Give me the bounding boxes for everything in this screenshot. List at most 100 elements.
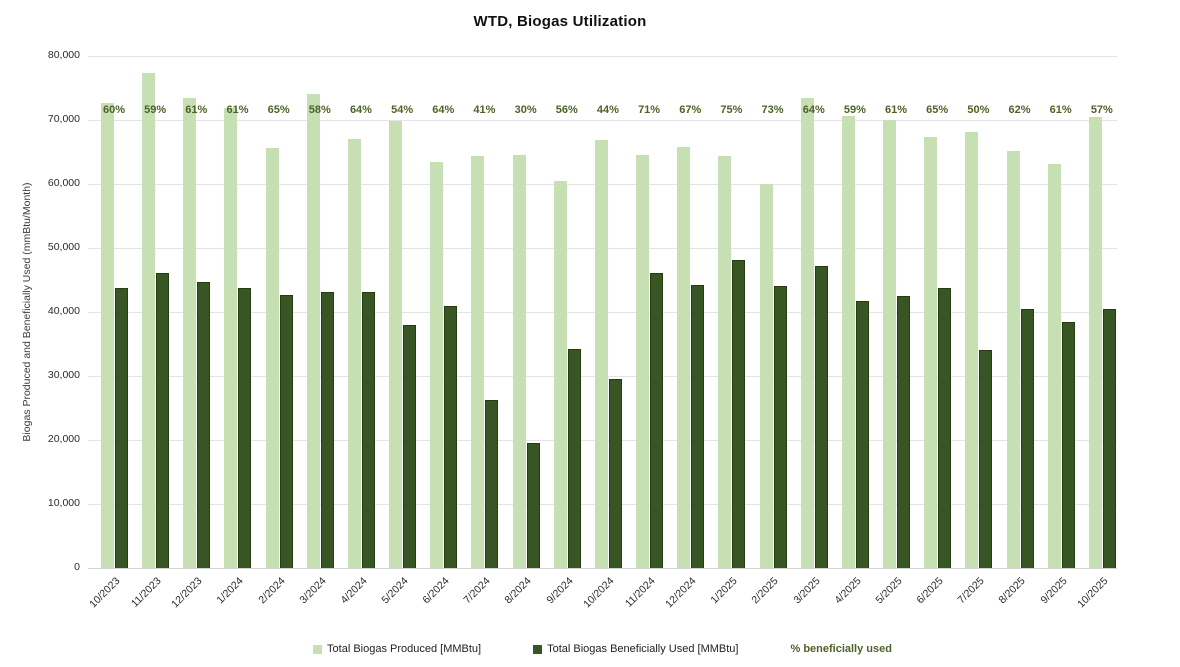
bar-produced-9/2024[interactable] <box>553 181 567 568</box>
bar-used-10/2024[interactable] <box>608 379 622 568</box>
bar-used-7/2024[interactable] <box>485 400 499 568</box>
percent-label-6/2025: 65% <box>926 104 949 116</box>
gridline <box>88 56 1117 57</box>
percent-label-7/2024: 41% <box>473 104 496 116</box>
bar-produced-7/2025[interactable] <box>965 132 979 568</box>
percent-label-1/2025: 75% <box>720 104 743 116</box>
percent-label-10/2024: 44% <box>596 104 619 116</box>
bar-used-12/2023[interactable] <box>197 282 211 568</box>
legend-item-produced[interactable]: Total Biogas Produced [MMBtu] <box>313 643 481 655</box>
bar-produced-10/2024[interactable] <box>594 140 608 568</box>
legend-item-percent[interactable]: % beneficially used <box>790 643 891 655</box>
bar-produced-3/2024[interactable] <box>306 94 320 568</box>
x-axis-label-12/2023: 12/2023 <box>169 575 205 611</box>
bar-produced-8/2024[interactable] <box>512 155 526 568</box>
bar-group-2/2024: 65% 2/2024 <box>253 56 294 606</box>
bar-used-5/2024[interactable] <box>403 325 417 568</box>
bar-group-4/2025: 59% 4/2025 <box>829 56 870 606</box>
legend: Total Biogas Produced [MMBtu] Total Biog… <box>88 643 1117 655</box>
bar-group-8/2025: 62% 8/2025 <box>994 56 1035 606</box>
bar-used-2/2024[interactable] <box>279 295 293 568</box>
x-axis-label-8/2024: 8/2024 <box>502 575 535 607</box>
bar-group-11/2023: 59% 11/2023 <box>129 56 170 610</box>
percent-label-10/2025: 57% <box>1090 104 1113 116</box>
bar-used-9/2024[interactable] <box>567 349 581 568</box>
percent-label-5/2025: 61% <box>885 104 908 116</box>
x-axis-label-12/2024: 12/2024 <box>663 575 699 611</box>
bar-produced-1/2024[interactable] <box>224 108 238 568</box>
bar-used-5/2025[interactable] <box>897 296 911 568</box>
bar-group-9/2025: 61% 9/2025 <box>1035 56 1076 606</box>
x-axis-label-10/2025: 10/2025 <box>1074 575 1111 611</box>
bar-used-11/2023[interactable] <box>156 273 170 568</box>
bar-group-10/2025: 57% 10/2025 <box>1075 56 1117 610</box>
bar-group-1/2024: 61% 1/2024 <box>211 56 252 606</box>
bar-used-2/2025[interactable] <box>773 286 787 568</box>
bar-group-6/2025: 65% 6/2025 <box>911 56 952 606</box>
bar-produced-12/2024[interactable] <box>677 147 691 568</box>
x-axis-label-10/2023: 10/2023 <box>87 575 123 611</box>
bar-group-7/2025: 50% 7/2025 <box>952 56 993 606</box>
bar-produced-10/2023[interactable] <box>101 103 114 568</box>
bar-produced-12/2023[interactable] <box>183 98 197 568</box>
bar-produced-5/2025[interactable] <box>883 120 897 568</box>
bar-group-7/2024: 41% 7/2024 <box>458 56 499 606</box>
x-axis-label-11/2024: 11/2024 <box>622 575 658 610</box>
bar-produced-4/2025[interactable] <box>841 116 855 568</box>
percent-label-2/2025: 73% <box>761 104 784 116</box>
bar-used-4/2024[interactable] <box>361 292 375 568</box>
bar-produced-2/2025[interactable] <box>759 184 773 568</box>
bar-group-5/2024: 54% 5/2024 <box>376 56 417 606</box>
bar-produced-11/2023[interactable] <box>142 73 156 568</box>
legend-item-used[interactable]: Total Biogas Beneficially Used [MMBtu] <box>533 643 738 655</box>
bar-used-3/2024[interactable] <box>320 292 334 568</box>
bar-used-11/2024[interactable] <box>650 273 664 568</box>
y-tick-label: 60,000 <box>47 177 80 189</box>
bar-produced-8/2025[interactable] <box>1006 151 1020 568</box>
bar-produced-2/2024[interactable] <box>265 148 279 568</box>
x-axis-label-1/2025: 1/2025 <box>708 575 740 607</box>
x-axis-label-3/2024: 3/2024 <box>297 575 329 607</box>
bar-used-8/2024[interactable] <box>526 443 540 568</box>
bar-used-10/2025[interactable] <box>1102 309 1116 568</box>
bar-produced-9/2025[interactable] <box>1047 164 1061 568</box>
bar-used-1/2024[interactable] <box>238 288 252 568</box>
bar-group-11/2024: 71% 11/2024 <box>623 56 664 610</box>
bar-group-10/2024: 44% 10/2024 <box>581 56 623 610</box>
percent-label-6/2024: 64% <box>432 104 455 116</box>
bar-produced-6/2025[interactable] <box>924 137 938 568</box>
bar-used-3/2025[interactable] <box>814 266 828 568</box>
bar-used-6/2024[interactable] <box>444 306 458 568</box>
percent-label-9/2024: 56% <box>555 104 578 116</box>
bar-produced-6/2024[interactable] <box>430 162 444 568</box>
bar-group-9/2024: 56% 9/2024 <box>541 56 582 606</box>
x-axis-label-3/2025: 3/2025 <box>791 575 823 607</box>
bar-used-8/2025[interactable] <box>1020 309 1034 568</box>
bar-produced-3/2025[interactable] <box>800 98 814 568</box>
chart-title: WTD, Biogas Utilization <box>473 13 647 30</box>
gridline <box>88 120 1117 121</box>
bar-used-4/2025[interactable] <box>855 301 869 568</box>
x-axis-label-7/2024: 7/2024 <box>461 575 493 607</box>
x-axis-label-5/2024: 5/2024 <box>379 575 411 607</box>
percent-label-4/2025: 59% <box>843 104 866 116</box>
bar-produced-11/2024[interactable] <box>636 155 650 568</box>
bar-produced-7/2024[interactable] <box>471 156 485 568</box>
produced-swatch-icon <box>313 644 323 654</box>
bar-used-1/2025[interactable] <box>732 260 746 568</box>
bar-used-7/2025[interactable] <box>979 350 993 568</box>
bar-used-10/2023[interactable] <box>115 288 128 568</box>
bar-group-10/2023: 60% 10/2023 <box>87 56 129 610</box>
bar-produced-4/2024[interactable] <box>347 139 361 568</box>
y-tick-label: 10,000 <box>47 497 80 509</box>
x-axis-label-2/2025: 2/2025 <box>749 575 782 607</box>
y-tick-label: 20,000 <box>47 433 80 445</box>
bar-produced-10/2025[interactable] <box>1088 117 1102 568</box>
bar-used-12/2024[interactable] <box>691 285 705 568</box>
bar-used-6/2025[interactable] <box>938 288 952 568</box>
bar-produced-5/2024[interactable] <box>389 121 403 568</box>
x-axis-label-9/2024: 9/2024 <box>544 575 576 607</box>
bar-produced-1/2025[interactable] <box>718 156 732 568</box>
percent-label-5/2024: 54% <box>391 104 414 116</box>
bar-used-9/2025[interactable] <box>1061 322 1075 568</box>
